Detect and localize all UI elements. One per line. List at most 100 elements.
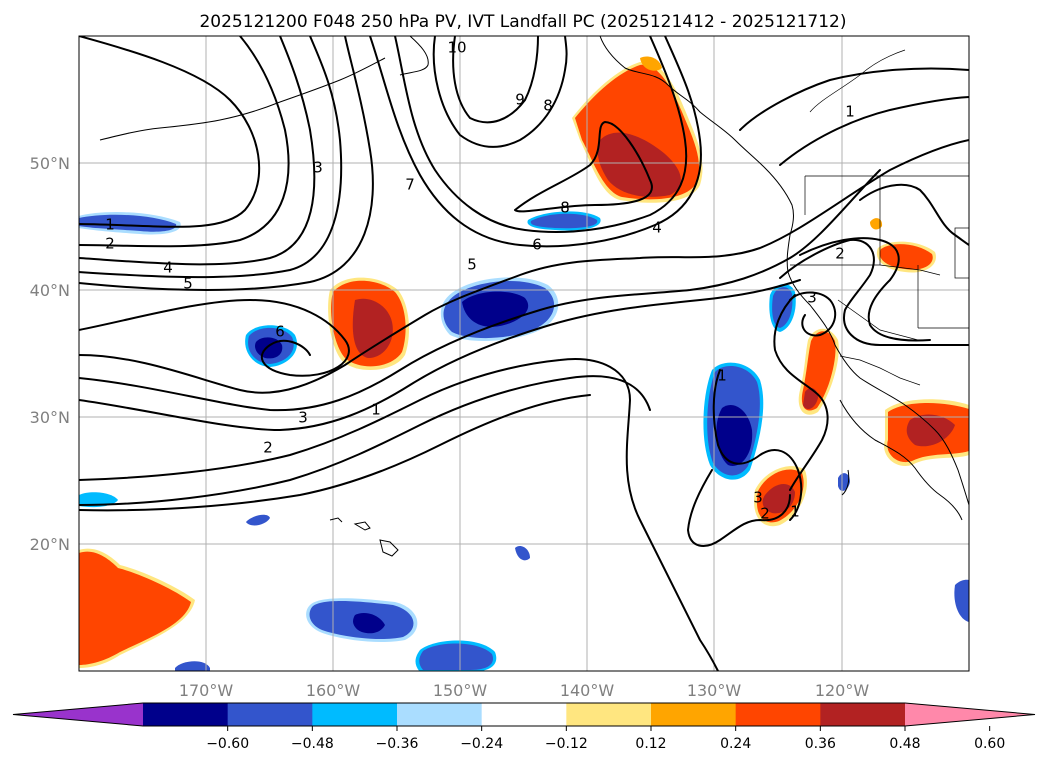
lon-label: 170°W	[179, 681, 234, 700]
contour-label: 2	[105, 235, 115, 253]
contour-line	[712, 369, 803, 521]
lon-label: 120°W	[815, 681, 870, 700]
contour-label: 3	[298, 409, 308, 427]
contour-label: 5	[467, 256, 477, 274]
lon-label: 160°W	[306, 681, 361, 700]
map-frame	[78, 35, 970, 672]
anomaly-region	[870, 218, 883, 230]
contour-label: 6	[275, 323, 285, 341]
contour-label: 4	[163, 259, 173, 277]
contour-label: 1	[845, 103, 855, 121]
contour-line	[79, 375, 651, 506]
contour-line	[687, 469, 791, 547]
colorbar-extend-low	[13, 703, 143, 726]
lat-label: 20°N	[30, 535, 70, 554]
contour-label: 8	[543, 97, 553, 115]
gridlines	[79, 36, 969, 671]
colorbar-bin	[481, 703, 567, 726]
lat-labels: 20°N 30°N 40°N 50°N	[30, 154, 70, 554]
anomaly-region	[640, 56, 662, 71]
colorbar-tick-label: −0.48	[291, 736, 334, 752]
colorbar-tick-label: −0.60	[206, 736, 249, 752]
colorbar-tick-label: 0.48	[889, 736, 920, 752]
anomaly-region	[716, 404, 753, 466]
colorbar-bin	[227, 703, 313, 726]
contour-line	[79, 299, 350, 377]
contour-line	[739, 67, 969, 131]
contour-label: 3	[313, 159, 323, 177]
contour-line	[79, 139, 969, 394]
contour-label: 1	[790, 503, 800, 521]
colorbar-bin	[143, 703, 229, 726]
figure-title: 2025121200 F048 250 hPa PV, IVT Landfall…	[199, 12, 846, 32]
contour-line	[79, 169, 881, 412]
contour-label: 1	[105, 216, 115, 234]
contour-line	[79, 36, 261, 228]
anomaly-region	[772, 287, 793, 328]
contour-line	[394, 36, 688, 234]
lat-label: 50°N	[30, 154, 70, 173]
colorbar-tick-label: 0.12	[635, 736, 666, 752]
anomaly-region	[597, 132, 681, 197]
anomaly-region	[906, 414, 955, 447]
colorbar-bin	[397, 703, 483, 726]
anomaly-region	[530, 213, 598, 229]
anomaly-region	[954, 579, 969, 622]
colorbar-tick-label: 0.24	[720, 736, 751, 752]
lon-labels: 170°W 160°W 150°W 140°W 130°W 120°W	[179, 681, 870, 700]
colorbar-bin	[651, 703, 737, 726]
contour-line	[79, 36, 316, 266]
anomaly-region	[79, 492, 118, 508]
colorbar-bin	[735, 703, 821, 726]
contour-label: 6	[532, 236, 542, 254]
contour-line	[79, 36, 374, 292]
colorbar-extend-high	[905, 703, 1035, 726]
contour-line	[79, 394, 591, 512]
contour-line	[432, 36, 568, 148]
contour-line	[369, 36, 702, 248]
colorbar-tick-label: 0.60	[974, 736, 1005, 752]
contour-label: 2	[263, 439, 273, 457]
contour-line	[779, 96, 969, 166]
contour-label: 3	[807, 289, 817, 307]
anomaly-region	[762, 484, 795, 514]
contour-label: 9	[515, 91, 525, 109]
contour-line	[799, 237, 931, 342]
contour-line	[789, 291, 837, 337]
contour-label: 10	[447, 39, 466, 57]
lat-label: 40°N	[30, 281, 70, 300]
anomaly-region	[353, 613, 385, 634]
colorbar-tick-label: 0.36	[805, 736, 836, 752]
contour-label: 1	[371, 401, 381, 419]
lon-label: 130°W	[687, 681, 742, 700]
contour-line	[452, 36, 539, 124]
contour-label: 3	[753, 489, 763, 507]
contour-line	[859, 183, 969, 246]
contour-line	[779, 238, 969, 347]
lat-label: 30°N	[30, 408, 70, 427]
colorbar-tick-label: −0.24	[460, 736, 503, 752]
anomaly-region	[79, 214, 177, 232]
colorbar-tick-label: −0.12	[545, 736, 588, 752]
lon-label: 140°W	[560, 681, 615, 700]
contour-label: 4	[652, 219, 662, 237]
contour-label: 5	[183, 275, 193, 293]
colorbar: −0.60 −0.48 −0.36 −0.24 −0.12 0.12 0.24 0.36 0.4…	[12, 702, 1036, 752]
anomaly-region	[803, 388, 818, 410]
colorbar-bin	[820, 703, 906, 726]
anomaly-region	[246, 514, 270, 526]
coastlines	[99, 36, 969, 557]
shaded-anomalies	[79, 56, 969, 671]
contour-label: 7	[405, 176, 415, 194]
lon-label: 150°W	[433, 681, 488, 700]
contour-line	[79, 279, 801, 431]
contour-labels: 1 2 4 5 3 5 6 7 8 8 9 10 4 6 3 2 1 1 3 2…	[105, 39, 855, 523]
contour-label: 1	[717, 367, 727, 385]
anomaly-region	[879, 244, 933, 270]
contour-label: 2	[760, 505, 770, 523]
anomaly-region	[79, 551, 191, 665]
anomaly-region	[515, 546, 530, 561]
colorbar-bin	[312, 703, 398, 726]
pv-contours	[79, 36, 969, 671]
colorbar-tick-label: −0.36	[376, 736, 419, 752]
